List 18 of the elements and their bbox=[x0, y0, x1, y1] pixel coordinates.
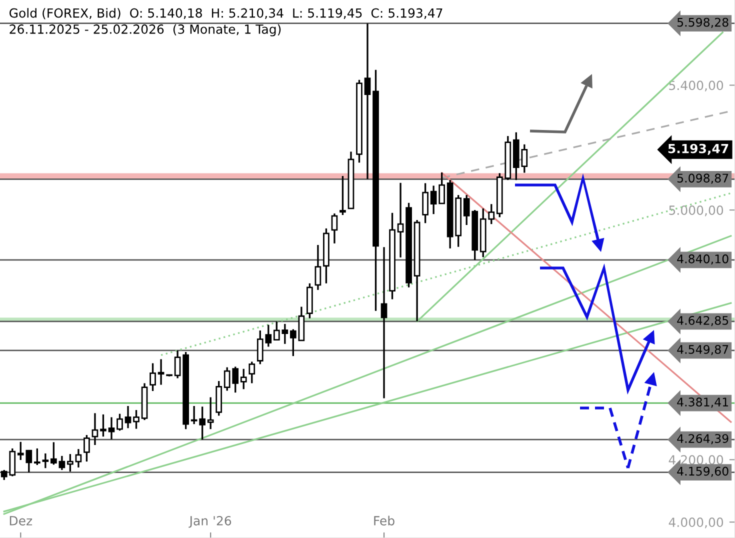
x-tick-label: Dez bbox=[10, 516, 32, 526]
y-tick-label: 4.000,00 bbox=[668, 518, 724, 528]
text: Gold (FOREX, Bid) O: 5.140,18 H: 5.210,34 L: 5.119,45 C: 5.193,47 bbox=[10, 8, 442, 20]
ref-line-label: 4.381,41 bbox=[677, 398, 728, 408]
y-tick-label: 4.200,00 bbox=[668, 455, 724, 466]
ref-line-label: 4.264,39 bbox=[677, 434, 728, 444]
ref-line-label: 5.598,28 bbox=[677, 18, 728, 28]
x-tick-label: Jan '26 bbox=[188, 516, 232, 528]
ref-line-label: 4.549,87 bbox=[677, 344, 728, 356]
ref-line-label: 4.642,85 bbox=[677, 316, 728, 326]
ref-line-label: 5.098,87 bbox=[677, 174, 728, 184]
ref-line-label: 4.840,10 bbox=[677, 254, 728, 265]
x-tick-label: Feb bbox=[374, 516, 394, 526]
annotation: 5.193,47 bbox=[668, 144, 728, 155]
text: 26.11.2025 - 25.02.2026 (3 Monate, 1 Tag) bbox=[10, 24, 281, 36]
ref-line-label: 4.159,60 bbox=[677, 466, 728, 477]
y-tick-label: 5.400,00 bbox=[669, 80, 724, 92]
y-tick-label: 5.000,00 bbox=[669, 205, 724, 216]
